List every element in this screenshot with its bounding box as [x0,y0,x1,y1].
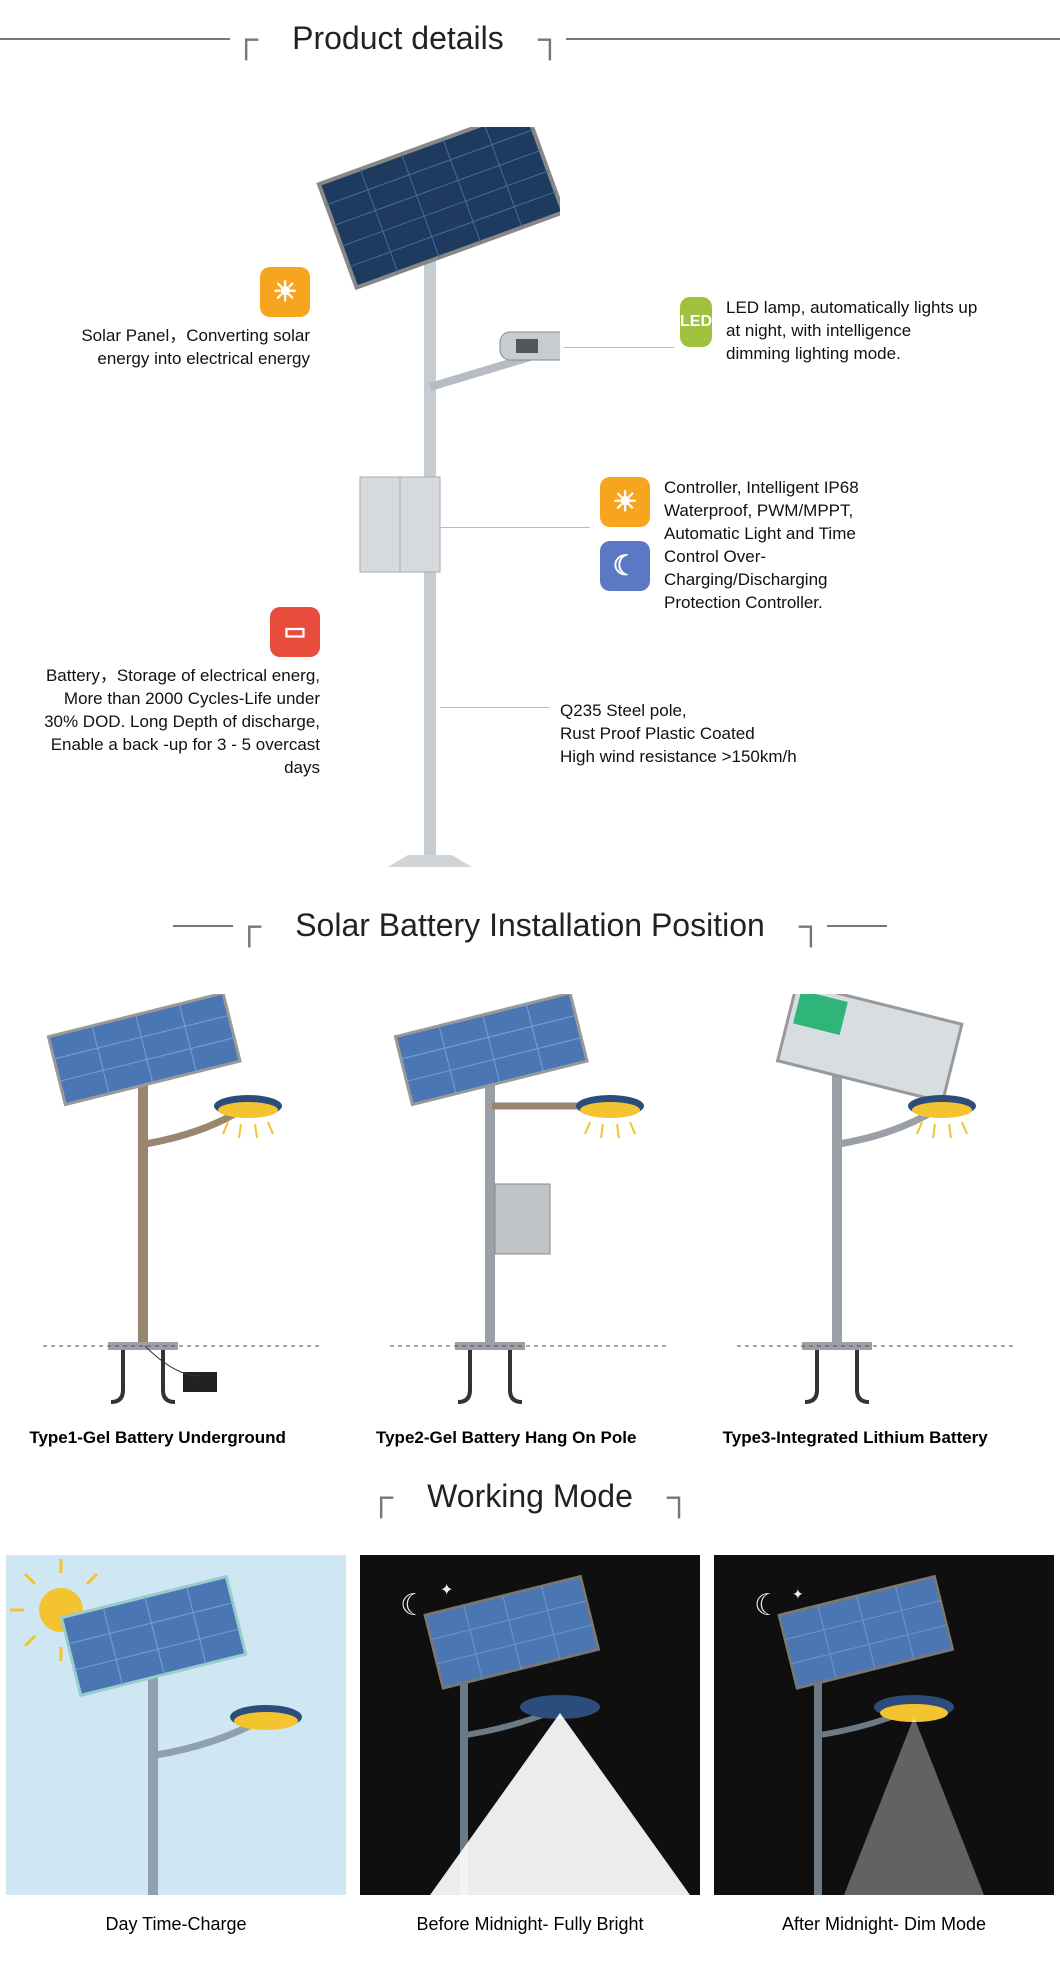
bracket-left: ┌ [230,22,262,56]
type-caption: Type3-Integrated Lithium Battery [717,1428,1037,1448]
header-rule-right [827,925,887,927]
installation-types: Type1-Gel Battery Underground Type2-Gel … [0,974,1060,1458]
svg-text:☾: ☾ [754,1589,781,1622]
controller-text: Controller, Intelligent IP68 Waterproof,… [664,477,900,615]
callout-solar-panel: Solar Panel，Converting solar energy into… [30,267,310,371]
section-header-installation: ┌ Solar Battery Installation Position ┐ [0,907,1060,944]
svg-text:✦: ✦ [792,1586,804,1602]
sun-icon [600,477,650,527]
callout-pole: Q235 Steel pole, Rust Proof Plastic Coat… [560,677,860,792]
bracket-right: ┐ [795,909,827,943]
mode-caption: Day Time-Charge [6,1914,346,1935]
solar-panel-text: Solar Panel，Converting solar energy into… [30,325,310,371]
mode-caption: Before Midnight- Fully Bright [360,1914,700,1935]
mode-col-bright: ☾ ✦ ✦ Before Midnight- Fully Bright [360,1555,700,1935]
bracket-left: ┌ [365,1480,397,1514]
bracket-right: ┐ [534,22,566,56]
bracket-right: ┐ [663,1480,695,1514]
leader-line [440,707,550,708]
type-col-1: Type1-Gel Battery Underground [23,994,343,1448]
callout-led-lamp: LED LED lamp, automatically lights up at… [680,297,980,366]
mode-col-dim: ☾ ✦ After Midnight- Dim Mode [714,1555,1054,1935]
svg-text:☾: ☾ [400,1589,427,1622]
streetlight-illustration [300,127,560,867]
callout-controller: Controller, Intelligent IP68 Waterproof,… [600,477,900,615]
moon-icon [600,541,650,591]
type-caption: Type2-Gel Battery Hang On Pole [370,1428,690,1448]
product-details: Solar Panel，Converting solar energy into… [0,87,1060,887]
mode-caption: After Midnight- Dim Mode [714,1914,1054,1935]
pole-text: Q235 Steel pole, Rust Proof Plastic Coat… [560,700,860,769]
sun-icon [260,267,310,317]
section-header-modes: ┌ Working Mode ┐ [0,1478,1060,1515]
mode-illustration-dim: ☾ ✦ [714,1555,1054,1895]
type-col-2: Type2-Gel Battery Hang On Pole [370,994,690,1448]
header-rule-right [566,38,1060,40]
callout-battery: Battery，Storage of electrical energ, Mor… [30,607,320,780]
bracket-left: ┌ [233,909,265,943]
led-lamp-text: LED lamp, automatically lights up at nig… [726,297,980,366]
mode-col-day: Day Time-Charge [6,1555,346,1935]
type-col-3: Type3-Integrated Lithium Battery [717,994,1037,1448]
type-illustration [380,994,680,1414]
leader-line [440,527,590,528]
leader-line [564,347,674,348]
type-illustration [33,994,333,1414]
battery-text: Battery，Storage of electrical energ, Mor… [30,665,320,780]
working-modes: Day Time-Charge ☾ ✦ ✦ Before Midnight- F… [0,1545,1060,1965]
header-rule-left [173,925,233,927]
section-title: Product details [262,20,534,57]
type-illustration [727,994,1027,1414]
section-title: Working Mode [397,1478,663,1515]
mode-illustration-day [6,1555,346,1895]
svg-text:✦: ✦ [440,1582,453,1599]
battery-icon [270,607,320,657]
section-header-details: ┌ Product details ┐ [0,20,1060,57]
section-title: Solar Battery Installation Position [265,907,795,944]
mode-illustration-bright: ☾ ✦ ✦ [360,1555,700,1895]
led-icon: LED [680,297,712,347]
header-rule-left [0,38,230,40]
type-caption: Type1-Gel Battery Underground [23,1428,343,1448]
